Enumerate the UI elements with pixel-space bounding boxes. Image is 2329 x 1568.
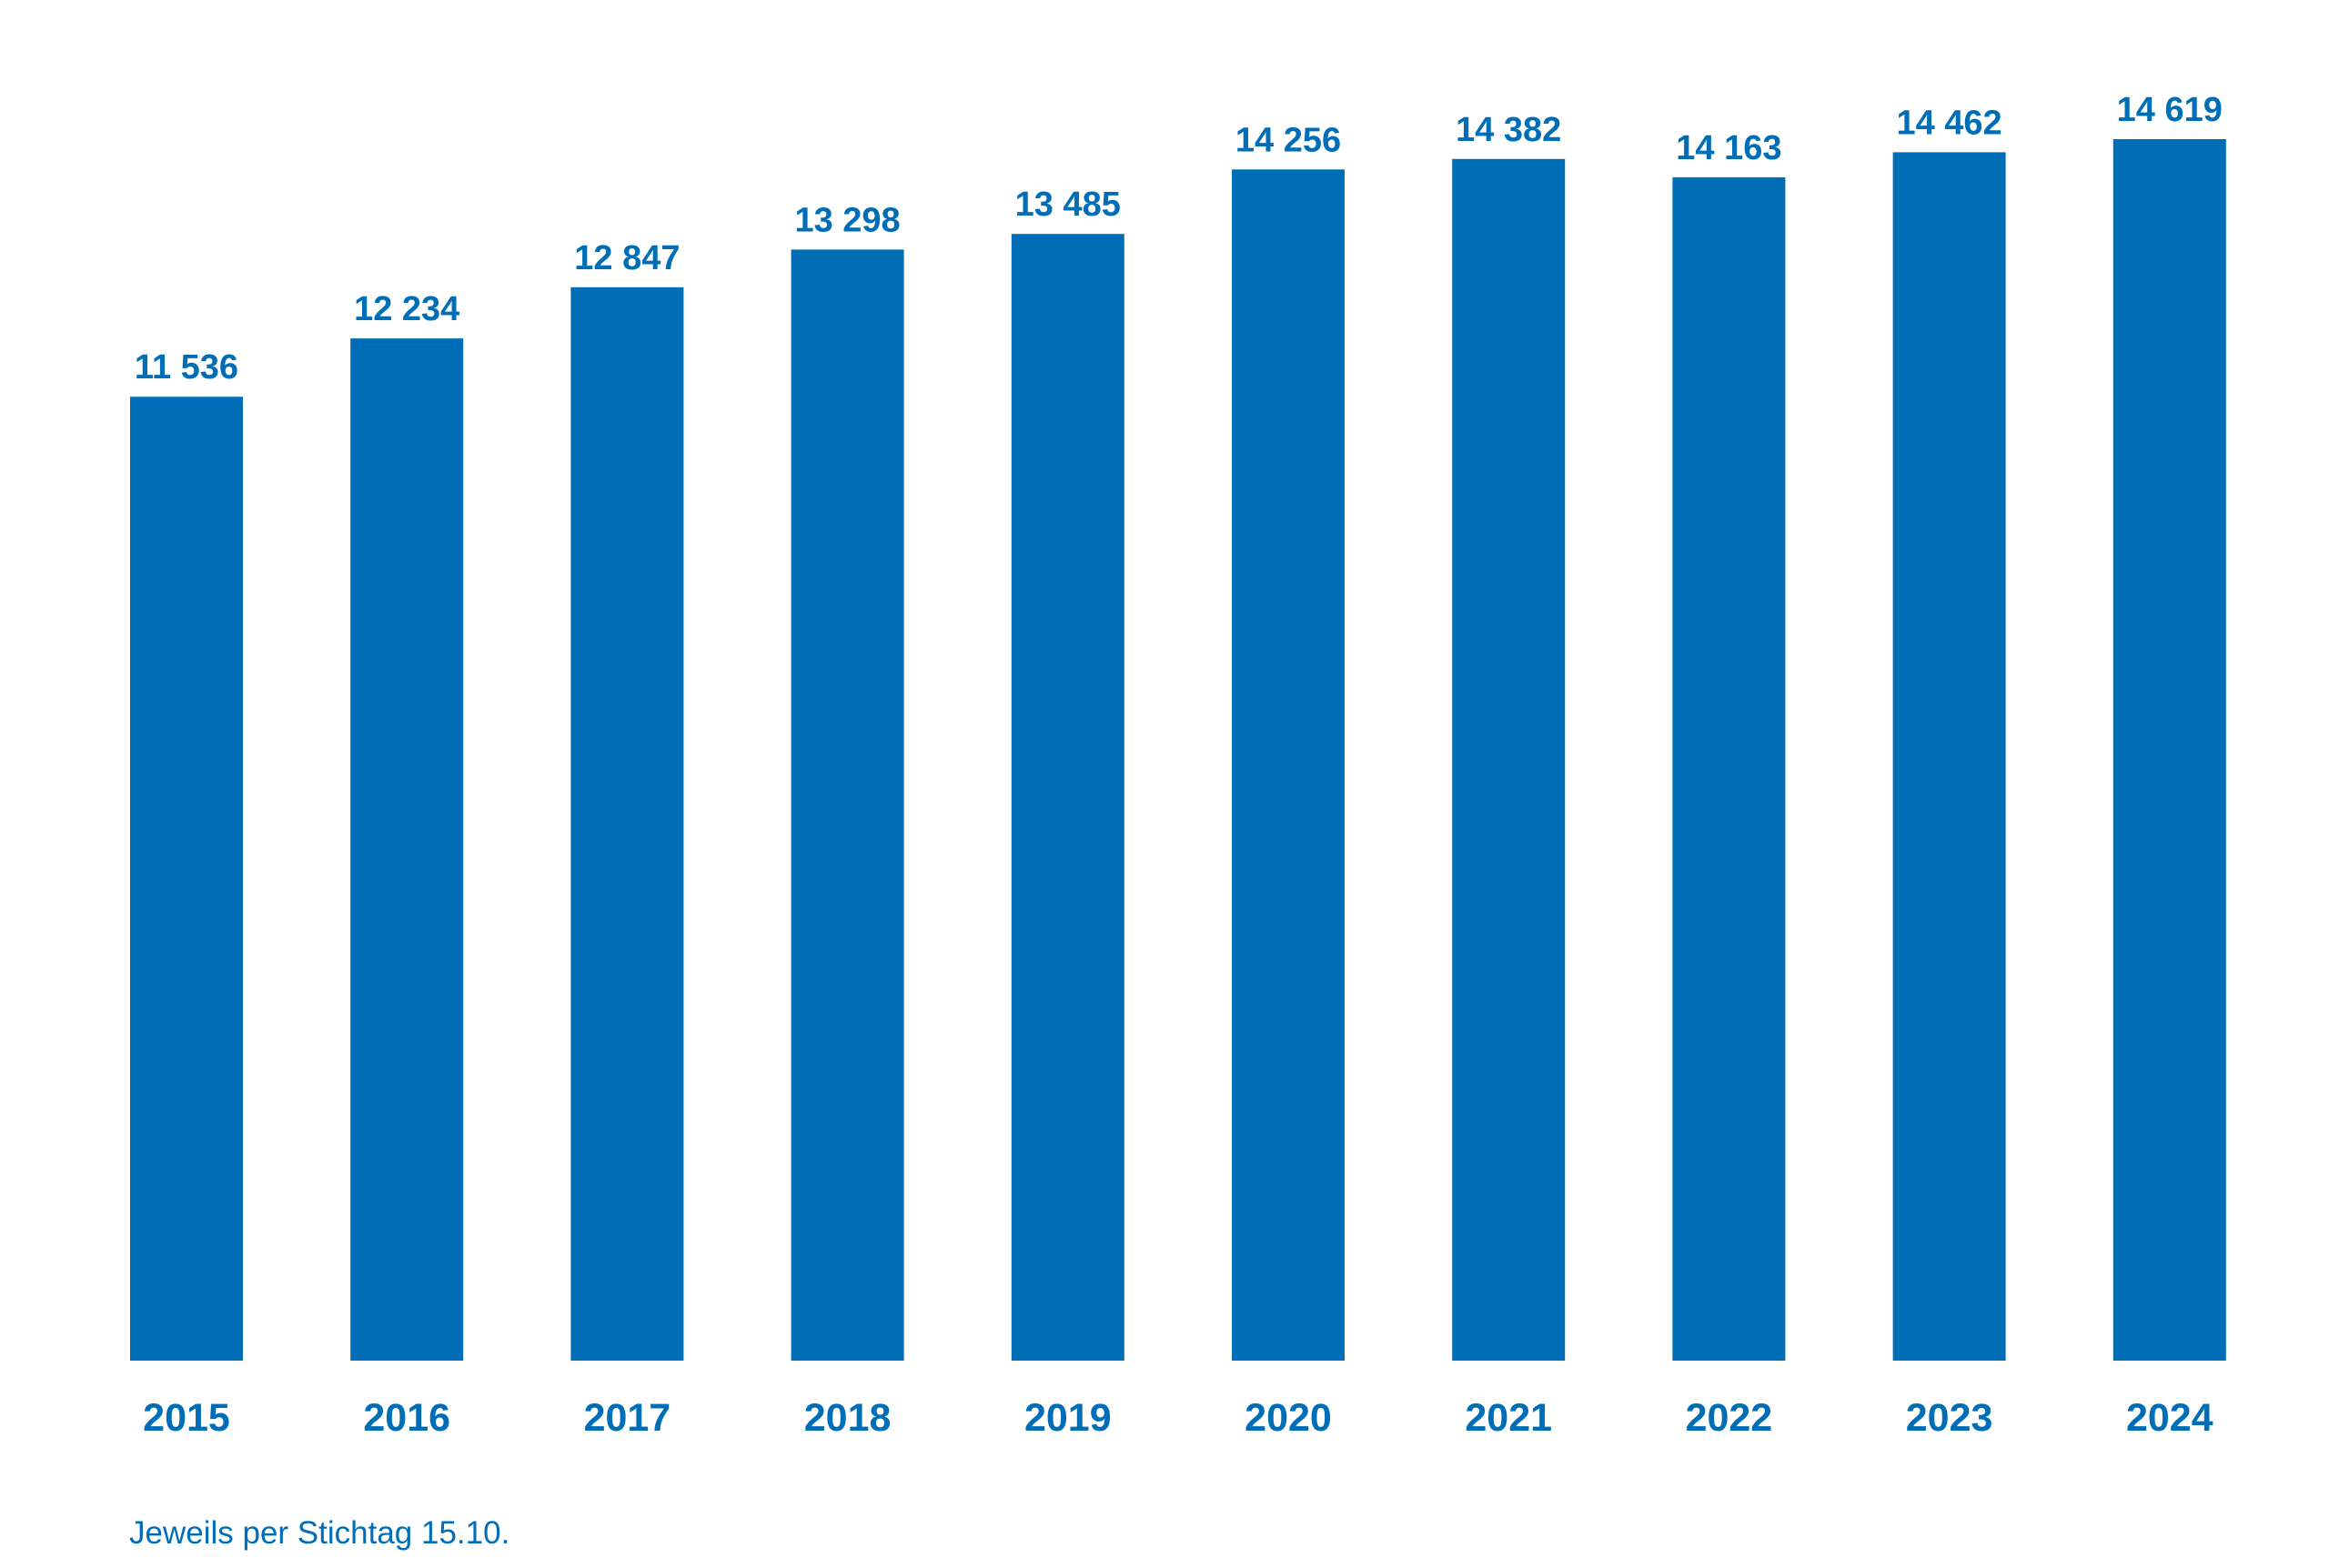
value-label-2024: 14 619 [2117, 91, 2223, 129]
value-label-2015: 11 536 [135, 348, 238, 387]
value-label-2021: 14 382 [1456, 111, 1561, 149]
tick-label-2021: 2021 [1465, 1396, 1552, 1440]
tick-label-2022: 2022 [1686, 1396, 1773, 1440]
value-label-2022: 14 163 [1676, 129, 1781, 167]
bar-2020 [1232, 169, 1345, 1361]
value-labels-group: 11 536 12 234 12 847 13 298 13 485 14 256 14 3… [135, 91, 2223, 387]
tick-label-2019: 2019 [1024, 1396, 1112, 1440]
bar-2017 [570, 286, 684, 1361]
value-label-2023: 14 462 [1896, 104, 2001, 142]
bar-2022 [1672, 176, 1786, 1361]
value-label-2020: 14 256 [1235, 121, 1341, 159]
bar-2016 [350, 338, 464, 1362]
value-label-2016: 12 234 [354, 290, 459, 328]
value-label-2017: 12 847 [574, 239, 680, 277]
tick-label-2017: 2017 [584, 1396, 671, 1440]
footnote: Jeweils per Stichtag 15.10. [129, 1515, 510, 1551]
bars-group [130, 139, 2226, 1362]
tick-label-2023: 2023 [1906, 1396, 1993, 1440]
bar-2018 [791, 249, 904, 1361]
bar-2021 [1452, 158, 1566, 1361]
x-axis-tick-labels: 2015 2016 2017 2018 2019 2020 2021 2022 2023 2024 [143, 1396, 2213, 1440]
bar-2023 [1892, 152, 2006, 1361]
tick-label-2018: 2018 [804, 1396, 892, 1440]
bar-2019 [1011, 234, 1124, 1362]
tick-label-2024: 2024 [2126, 1396, 2213, 1440]
value-label-2018: 13 298 [794, 201, 900, 239]
tick-label-2015: 2015 [143, 1396, 230, 1440]
bar-2024 [2112, 139, 2226, 1361]
bar-2015 [130, 397, 243, 1362]
tick-label-2016: 2016 [363, 1396, 450, 1440]
value-label-2019: 13 485 [1015, 186, 1121, 224]
tick-label-2020: 2020 [1245, 1396, 1332, 1440]
